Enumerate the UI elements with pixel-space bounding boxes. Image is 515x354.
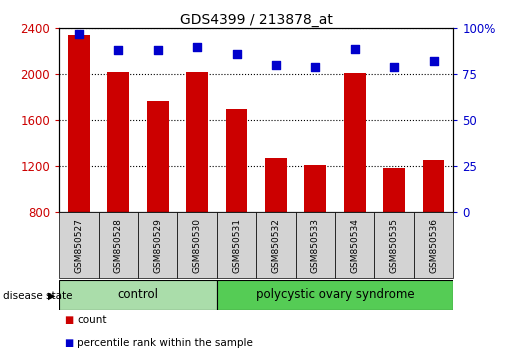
Text: ■: ■	[64, 315, 74, 325]
Text: percentile rank within the sample: percentile rank within the sample	[77, 338, 253, 348]
Text: GSM850536: GSM850536	[429, 218, 438, 273]
Bar	[68, 35, 90, 212]
Point	[114, 47, 123, 53]
Point	[272, 62, 280, 68]
Bar	[304, 165, 326, 212]
Bar	[177, 212, 217, 278]
Text: GSM850530: GSM850530	[193, 218, 201, 273]
Point	[232, 51, 241, 57]
Text: ▶: ▶	[48, 291, 56, 301]
Text: count: count	[77, 315, 107, 325]
Bar	[147, 101, 168, 212]
Text: GSM850534: GSM850534	[350, 218, 359, 273]
Text: GSM850533: GSM850533	[311, 218, 320, 273]
Bar	[256, 212, 296, 278]
Text: control: control	[117, 288, 159, 301]
Point	[351, 46, 359, 51]
Text: ■: ■	[64, 338, 74, 348]
Bar	[217, 212, 256, 278]
Point	[390, 64, 398, 70]
Text: disease state: disease state	[3, 291, 72, 301]
Text: GSM850529: GSM850529	[153, 218, 162, 273]
Bar	[138, 212, 177, 278]
Point	[153, 47, 162, 53]
Bar	[414, 212, 453, 278]
Point	[193, 44, 201, 50]
Point	[75, 31, 83, 37]
Text: GSM850527: GSM850527	[75, 218, 83, 273]
Bar	[374, 212, 414, 278]
Bar	[226, 109, 247, 212]
Bar	[99, 212, 138, 278]
Point	[311, 64, 319, 70]
Bar	[344, 73, 366, 212]
Text: GSM850535: GSM850535	[390, 218, 399, 273]
Bar	[383, 167, 405, 212]
Text: GSM850528: GSM850528	[114, 218, 123, 273]
Text: GSM850531: GSM850531	[232, 218, 241, 273]
Bar	[296, 212, 335, 278]
Bar	[59, 280, 217, 310]
Bar	[59, 212, 99, 278]
Bar	[217, 280, 453, 310]
Bar	[108, 72, 129, 212]
Bar	[265, 158, 287, 212]
Bar	[186, 72, 208, 212]
Title: GDS4399 / 213878_at: GDS4399 / 213878_at	[180, 13, 333, 27]
Bar	[423, 160, 444, 212]
Bar	[335, 212, 374, 278]
Text: polycystic ovary syndrome: polycystic ovary syndrome	[255, 288, 415, 301]
Text: GSM850532: GSM850532	[271, 218, 280, 273]
Point	[430, 59, 438, 64]
